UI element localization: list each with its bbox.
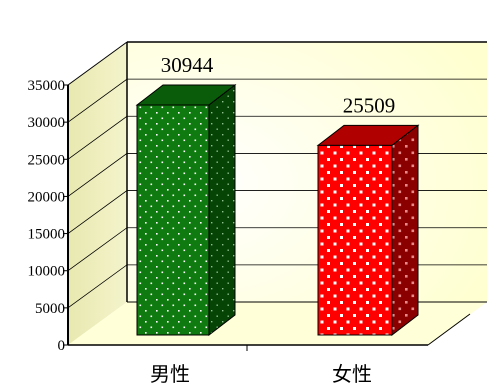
y-tick-label: 15000 [28,227,66,243]
bar-value-label: 25509 [343,93,396,117]
bars [135,83,420,337]
category-label: 女性 [332,362,372,383]
bar-side-face [208,83,236,337]
y-tick-label: 20000 [28,189,66,205]
labels: 30944 男性 25509 女性 [150,53,395,383]
y-axis-ticks: 0 5000 10000 15000 20000 25000 30000 35000 [28,78,68,354]
side-top-edge [67,41,128,86]
y-tick-label: 5000 [35,301,65,317]
category-label: 男性 [150,362,190,383]
y-tick-label: 0 [58,338,66,354]
bar-value-label: 30944 [161,53,214,77]
y-tick-label: 10000 [28,264,66,280]
y-tick-label: 35000 [28,78,66,94]
y-tick-label: 25000 [28,152,66,168]
bar-1 [135,83,237,337]
bar-side-face [391,124,419,337]
side-wall [68,42,127,345]
bar-front-face [317,144,393,336]
bar-front-face [136,104,210,336]
y-tick-label: 30000 [28,115,66,131]
bar-2 [316,124,420,337]
floor-right-edge [427,313,471,346]
floor [68,302,487,345]
